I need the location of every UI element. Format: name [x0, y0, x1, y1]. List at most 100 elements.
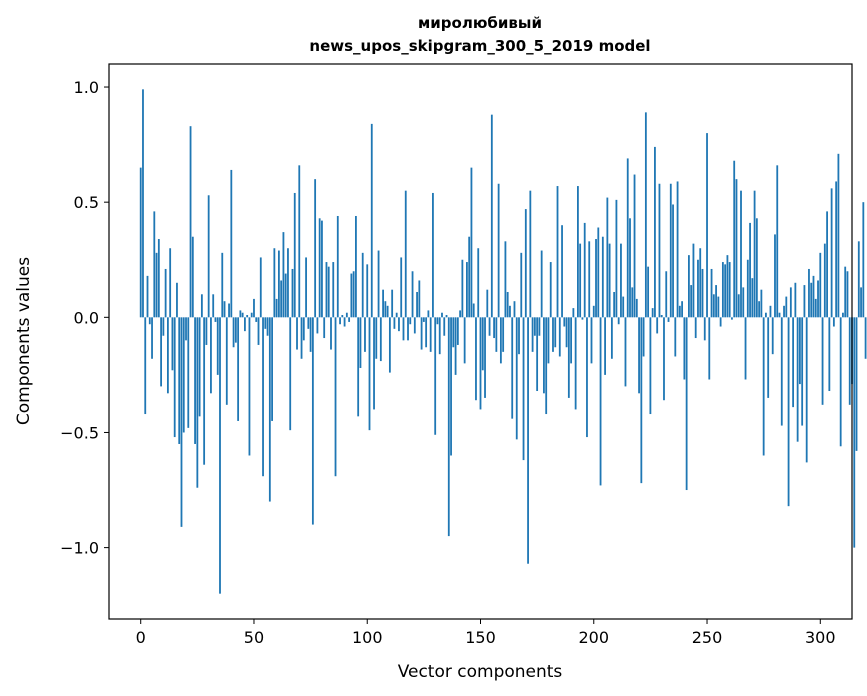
- bar-142: [461, 259, 464, 318]
- bar-65: [287, 248, 289, 318]
- bar-79: [318, 218, 321, 318]
- bar-274: [760, 289, 763, 318]
- bar-28: [203, 317, 206, 465]
- bar-143: [463, 317, 466, 364]
- bar-196: [583, 222, 586, 318]
- bar-32: [212, 294, 215, 318]
- bar-275: [762, 317, 765, 456]
- bar-73: [305, 257, 307, 318]
- bar-62: [280, 280, 283, 318]
- bar-150: [479, 317, 482, 410]
- bar-35: [219, 317, 221, 594]
- bar-91: [345, 312, 348, 318]
- bar-156: [493, 317, 495, 339]
- bar-295: [808, 268, 810, 318]
- bar-288: [792, 317, 795, 408]
- bar-207: [608, 243, 611, 318]
- bar-217: [631, 287, 634, 318]
- bar-186: [561, 225, 563, 318]
- bar-197: [586, 317, 588, 438]
- bar-269: [749, 222, 751, 318]
- x-tick-label: 300: [805, 628, 836, 647]
- bar-80: [321, 220, 323, 318]
- bar-118: [407, 317, 409, 341]
- bar-285: [785, 296, 788, 318]
- bar-184: [556, 186, 559, 318]
- bar-140: [456, 317, 459, 345]
- bar-11: [164, 268, 167, 318]
- bar-59: [273, 248, 276, 318]
- bar-16: [176, 282, 178, 318]
- bar-222: [642, 317, 645, 357]
- bar-87: [336, 215, 339, 318]
- bar-208: [610, 317, 613, 359]
- bar-39: [228, 303, 230, 318]
- bar-52: [257, 317, 260, 345]
- bar-201: [595, 239, 597, 318]
- bar-307: [835, 181, 838, 318]
- bar-192: [574, 317, 577, 410]
- x-tick-label: 200: [578, 628, 609, 647]
- bar-259: [726, 255, 729, 318]
- bar-168: [520, 252, 523, 318]
- bar-34: [216, 317, 219, 375]
- bar-41: [232, 317, 235, 348]
- bar-263: [735, 179, 738, 318]
- bar-107: [382, 289, 384, 318]
- bar-136: [447, 317, 450, 537]
- bar-90: [343, 317, 346, 327]
- bar-279: [771, 317, 774, 355]
- bar-47: [246, 315, 249, 318]
- bar-128: [429, 317, 432, 352]
- bar-188: [565, 317, 568, 348]
- bar-138: [452, 317, 455, 348]
- bar-66: [289, 317, 292, 431]
- bar-235: [672, 204, 674, 318]
- bar-119: [409, 317, 412, 325]
- bar-series: [139, 89, 867, 594]
- bar-234: [669, 183, 672, 318]
- bar-85: [332, 262, 335, 318]
- bar-95: [355, 215, 357, 318]
- bar-165: [513, 301, 516, 318]
- bar-43: [237, 317, 240, 421]
- y-tick-label: −0.5: [60, 423, 99, 442]
- bar-92: [348, 317, 351, 322]
- bar-29: [205, 317, 208, 345]
- bar-224: [647, 266, 650, 318]
- bar-158: [497, 183, 500, 318]
- bar-23: [191, 236, 194, 318]
- bar-287: [789, 287, 792, 318]
- bar-175: [536, 317, 539, 392]
- bar-240: [683, 317, 686, 380]
- bar-297: [812, 275, 815, 318]
- bar-7: [155, 252, 158, 318]
- bar-6: [153, 211, 156, 318]
- bar-125: [422, 317, 425, 322]
- bar-266: [742, 287, 745, 318]
- bar-58: [271, 317, 273, 421]
- bar-200: [592, 305, 595, 318]
- bar-236: [674, 317, 677, 357]
- bar-302: [823, 243, 826, 318]
- bar-232: [665, 271, 668, 318]
- bar-60: [275, 298, 278, 318]
- bar-44: [239, 310, 242, 318]
- plot-area-frame: [108, 63, 853, 620]
- bar-134: [443, 317, 446, 336]
- bar-312: [846, 271, 849, 318]
- bar-227: [654, 146, 656, 318]
- bar-272: [755, 218, 758, 318]
- bar-241: [685, 317, 688, 491]
- bar-55: [264, 317, 267, 329]
- bar-172: [529, 190, 532, 318]
- bar-135: [445, 315, 448, 318]
- bar-163: [509, 305, 511, 318]
- bar-72: [302, 317, 305, 341]
- bar-8: [157, 239, 160, 318]
- bar-182: [552, 317, 554, 352]
- bar-265: [740, 190, 742, 318]
- bar-316: [855, 317, 858, 451]
- bar-206: [606, 197, 609, 318]
- bar-202: [597, 227, 600, 318]
